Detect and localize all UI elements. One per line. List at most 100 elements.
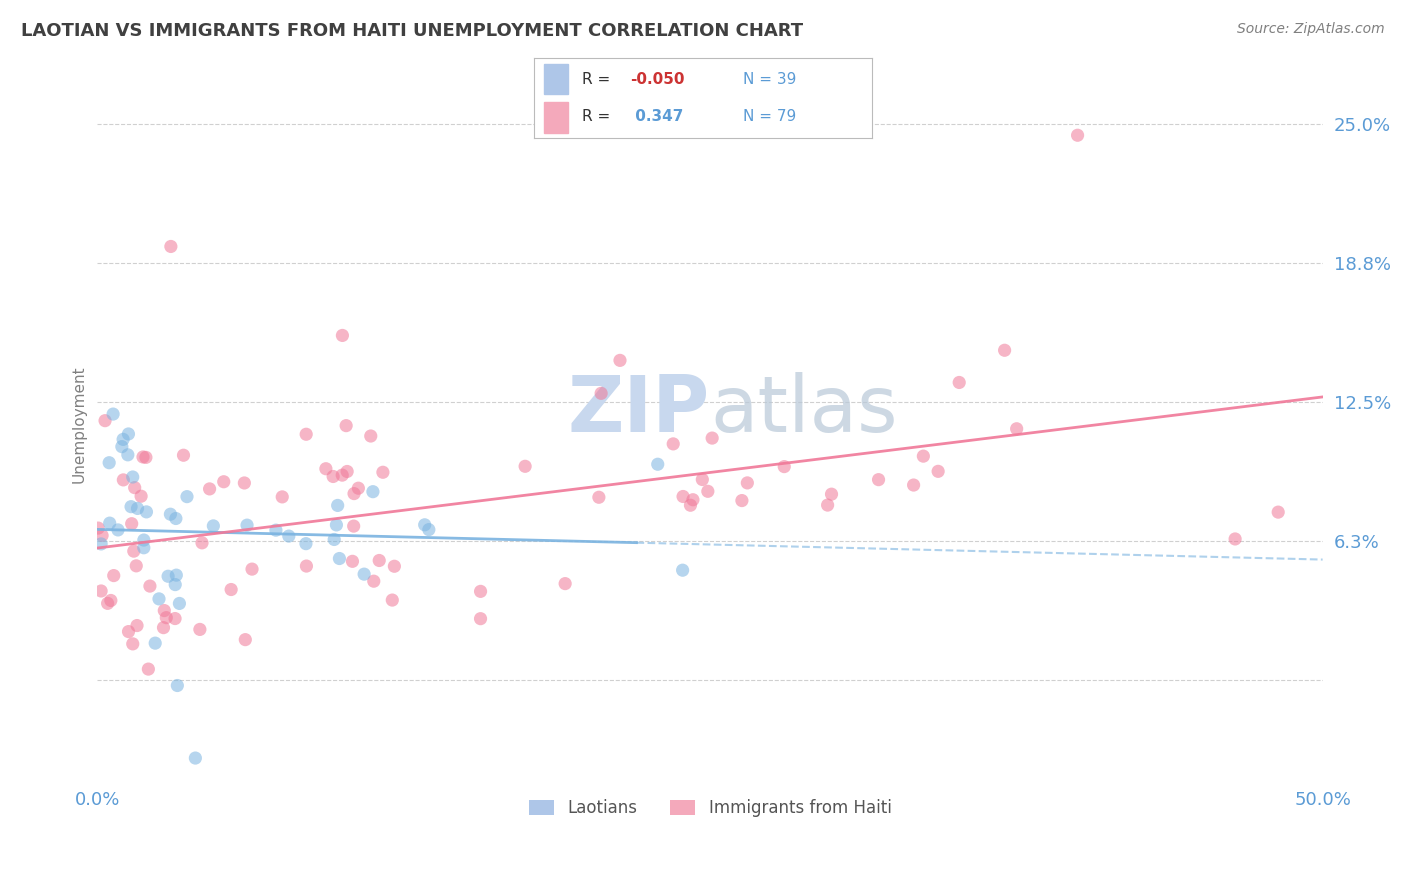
Point [159, 507, 181, 521]
Point [672, 563, 695, 577]
Point [117, 427, 139, 442]
Point [820, 487, 842, 501]
Point [731, 493, 754, 508]
Text: N = 39: N = 39 [744, 71, 797, 87]
Point [336, 465, 359, 479]
Text: ZIP: ZIP [568, 372, 710, 448]
Point [672, 490, 695, 504]
Point [702, 431, 724, 445]
Point [1066, 128, 1088, 143]
Point [122, 544, 145, 558]
Point [97, 596, 120, 610]
Point [295, 559, 318, 574]
Point [173, 448, 195, 462]
Point [315, 461, 337, 475]
Point [679, 498, 702, 512]
Point [125, 618, 148, 632]
Point [165, 511, 187, 525]
Point [264, 523, 287, 537]
Point [107, 523, 129, 537]
Point [381, 593, 404, 607]
Point [148, 591, 170, 606]
Point [912, 449, 935, 463]
Point [111, 440, 134, 454]
Point [212, 475, 235, 489]
Point [236, 518, 259, 533]
Point [591, 386, 613, 401]
Point [347, 481, 370, 495]
Point [169, 597, 191, 611]
Point [103, 568, 125, 582]
Point [112, 433, 135, 447]
Point [233, 632, 256, 647]
Point [513, 459, 536, 474]
Text: N = 79: N = 79 [744, 110, 797, 125]
Point [112, 473, 135, 487]
Point [157, 569, 180, 583]
Point [98, 456, 121, 470]
Point [121, 516, 143, 531]
Point [330, 468, 353, 483]
Point [413, 517, 436, 532]
FancyBboxPatch shape [544, 63, 568, 95]
Point [295, 536, 318, 550]
Point [138, 662, 160, 676]
Point [363, 574, 385, 589]
Point [124, 481, 146, 495]
Point [117, 448, 139, 462]
Point [91, 528, 114, 542]
Point [121, 637, 143, 651]
Point [1223, 532, 1246, 546]
Point [121, 470, 143, 484]
Text: Source: ZipAtlas.com: Source: ZipAtlas.com [1237, 22, 1385, 37]
Legend: Laotians, Immigrants from Haiti: Laotians, Immigrants from Haiti [520, 790, 900, 825]
Point [332, 328, 354, 343]
Text: R =: R = [582, 110, 610, 125]
Text: LAOTIAN VS IMMIGRANTS FROM HAITI UNEMPLOYMENT CORRELATION CHART: LAOTIAN VS IMMIGRANTS FROM HAITI UNEMPLO… [21, 22, 803, 40]
Point [188, 623, 211, 637]
Point [322, 469, 344, 483]
Point [295, 427, 318, 442]
Point [994, 343, 1017, 358]
Point [165, 611, 187, 625]
Point [817, 498, 839, 512]
Point [90, 537, 112, 551]
Point [127, 501, 149, 516]
Point [135, 505, 157, 519]
Point [360, 429, 382, 443]
Point [100, 593, 122, 607]
Text: 0.347: 0.347 [630, 110, 683, 125]
Point [233, 475, 256, 490]
Point [153, 603, 176, 617]
Point [682, 492, 704, 507]
Point [353, 567, 375, 582]
Point [868, 473, 890, 487]
Point [588, 490, 610, 504]
Point [609, 353, 631, 368]
Point [98, 516, 121, 530]
Point [184, 751, 207, 765]
Point [903, 478, 925, 492]
Point [135, 450, 157, 465]
Point [87, 521, 110, 535]
Point [160, 239, 183, 253]
Point [152, 621, 174, 635]
Point [418, 523, 440, 537]
Point [219, 582, 242, 597]
Point [927, 464, 949, 478]
Point [361, 484, 384, 499]
Text: -0.050: -0.050 [630, 71, 685, 87]
Point [240, 562, 263, 576]
Point [90, 584, 112, 599]
Point [155, 610, 177, 624]
Point [101, 407, 124, 421]
Point [325, 517, 347, 532]
Point [470, 584, 492, 599]
Point [165, 568, 187, 582]
Point [125, 558, 148, 573]
Point [371, 465, 394, 479]
Text: atlas: atlas [710, 372, 897, 448]
Text: R =: R = [582, 71, 610, 87]
Point [120, 500, 142, 514]
Point [132, 450, 155, 464]
